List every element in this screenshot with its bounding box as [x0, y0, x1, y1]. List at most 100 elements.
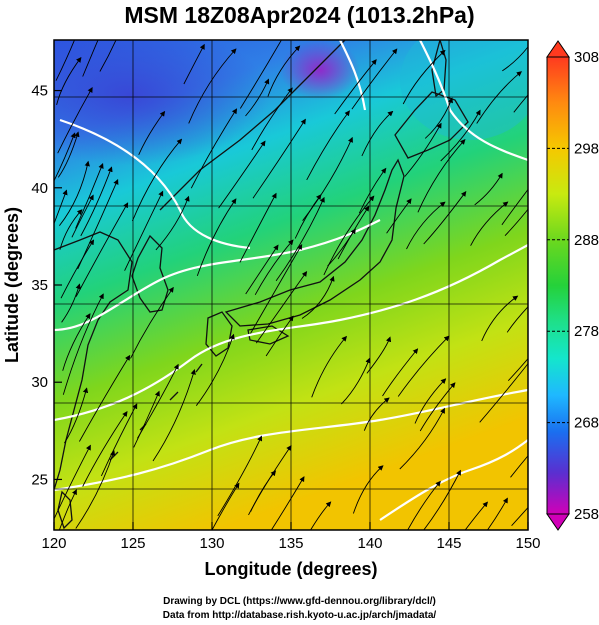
- kyushu-coast: [205, 311, 233, 357]
- y-tick-label: 40: [31, 180, 48, 197]
- streamline: [501, 188, 528, 226]
- y-axis-ticks: 25 30 35 40 45: [31, 83, 62, 488]
- streamline: [57, 131, 80, 178]
- streamline: [251, 87, 293, 151]
- streamline: [481, 295, 519, 342]
- streamline: [218, 140, 266, 209]
- streamline: [57, 87, 93, 154]
- streamline: [424, 97, 453, 139]
- streamline: [82, 411, 128, 487]
- streamline: [270, 476, 305, 530]
- streamline: [486, 497, 508, 530]
- streamline: [131, 138, 183, 222]
- streamline: [82, 40, 99, 77]
- streamline: [323, 195, 375, 276]
- streamline: [464, 501, 488, 530]
- streamline: [61, 283, 81, 323]
- streamline: [502, 46, 528, 72]
- streamline: [358, 167, 387, 214]
- colorbar-tick-label: 298: [574, 140, 599, 157]
- colorbar-bottom-arrow: [546, 513, 570, 531]
- streamline: [79, 354, 131, 442]
- colorbar-body: [546, 56, 570, 515]
- streamline: [152, 369, 196, 462]
- streamline: [137, 363, 179, 439]
- streamline: [361, 110, 394, 157]
- streamline: [440, 109, 481, 162]
- streamline: [250, 244, 303, 334]
- streamline: [59, 160, 90, 226]
- x-tick-label: 125: [120, 535, 145, 552]
- streamline: [507, 357, 528, 382]
- colorbar-tick-label: 278: [574, 323, 599, 340]
- streamline: [479, 362, 528, 423]
- taiwan-coast: [57, 490, 73, 530]
- x-tick-label: 135: [278, 535, 303, 552]
- streamline: [75, 202, 129, 297]
- x-axis-title: Longitude (degrees): [204, 559, 377, 579]
- streamline: [18, 390, 45, 456]
- streamline: [138, 110, 166, 155]
- x-tick-label: 140: [357, 535, 382, 552]
- streamline: [54, 132, 76, 182]
- streamline: [511, 506, 528, 527]
- hokkaido-coast: [394, 91, 469, 159]
- streamline: [254, 239, 294, 296]
- russia-coast: [159, 40, 346, 211]
- streamline: [474, 172, 503, 206]
- streamline: [352, 465, 384, 514]
- credit-data-source: Data from http://database.rish.kyoto-u.a…: [162, 610, 437, 621]
- streamline: [399, 407, 445, 470]
- streamline: [275, 196, 325, 282]
- streamline: [417, 139, 466, 213]
- colorbar: 308 298 288 278 268 258: [546, 40, 599, 531]
- y-axis-title: Latitude (degrees): [2, 207, 22, 363]
- streamline: [99, 40, 117, 72]
- colorbar-tick-label: 268: [574, 415, 599, 432]
- streamline: [62, 313, 91, 371]
- china-coast: [54, 231, 133, 491]
- temperature-field: [54, 40, 528, 530]
- streamline: [130, 286, 174, 359]
- streamline: [239, 40, 282, 109]
- credit-drawing: Drawing by DCL (https://www.gfd-dennou.o…: [163, 596, 436, 607]
- streamline: [267, 45, 301, 97]
- streamline: [337, 205, 370, 260]
- korea-coast: [131, 234, 169, 313]
- streamline: [310, 501, 332, 530]
- y-tick-label: 30: [31, 374, 48, 391]
- streamline: [397, 335, 450, 397]
- streamline: [75, 450, 116, 529]
- streamline: [80, 166, 113, 237]
- y-tick-label: 25: [31, 471, 48, 488]
- colorbar-ticks: 308 298 288 278 268 258: [547, 49, 599, 523]
- streamline: [133, 390, 160, 448]
- streamline: [56, 56, 82, 106]
- streamline: [252, 118, 306, 199]
- streamline: [341, 357, 371, 405]
- streamline: [423, 469, 461, 530]
- colorbar-tick-label: 258: [574, 506, 599, 523]
- streamline: [59, 209, 83, 250]
- streamline: [406, 201, 446, 250]
- x-axis-ticks: 120 125 130 135 140 145 150: [41, 522, 541, 552]
- wind-streamlines: [16, 40, 528, 569]
- streamline: [470, 201, 509, 246]
- streamline: [423, 190, 467, 245]
- streamline: [54, 444, 91, 519]
- map-title: MSM 18Z08Apr2024 (1013.2hPa): [124, 2, 475, 28]
- colorbar-tick-label: 308: [574, 49, 599, 66]
- streamline: [16, 494, 53, 569]
- streamline: [245, 244, 279, 295]
- streamline: [239, 192, 277, 263]
- streamline: [58, 489, 77, 530]
- streamline: [188, 48, 237, 124]
- streamline: [506, 306, 528, 333]
- streamline: [306, 110, 350, 181]
- streamline: [513, 94, 528, 113]
- streamline: [71, 194, 94, 238]
- streamline: [245, 78, 270, 117]
- x-tick-label: 130: [199, 535, 224, 552]
- streamline: [302, 136, 353, 221]
- streamline: [363, 397, 390, 431]
